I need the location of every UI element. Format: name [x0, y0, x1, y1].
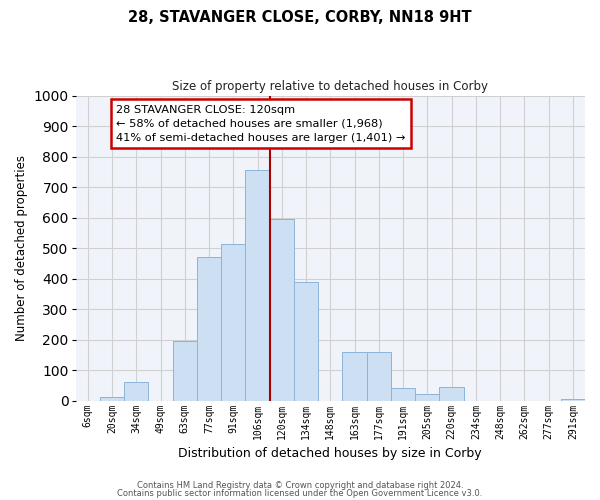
Bar: [439, 387, 464, 400]
Bar: [173, 340, 197, 400]
Bar: [391, 388, 415, 400]
X-axis label: Distribution of detached houses by size in Corby: Distribution of detached houses by size …: [178, 447, 482, 460]
Bar: [343, 352, 367, 401]
Title: Size of property relative to detached houses in Corby: Size of property relative to detached ho…: [172, 80, 488, 93]
Bar: [221, 244, 245, 400]
Text: 28 STAVANGER CLOSE: 120sqm
← 58% of detached houses are smaller (1,968)
41% of s: 28 STAVANGER CLOSE: 120sqm ← 58% of deta…: [116, 104, 406, 142]
Text: 28, STAVANGER CLOSE, CORBY, NN18 9HT: 28, STAVANGER CLOSE, CORBY, NN18 9HT: [128, 10, 472, 25]
Bar: [294, 282, 318, 401]
Bar: [415, 394, 439, 400]
Bar: [245, 170, 269, 400]
Bar: [197, 257, 221, 400]
Y-axis label: Number of detached properties: Number of detached properties: [15, 155, 28, 341]
Bar: [269, 219, 294, 400]
Bar: [124, 382, 148, 400]
Bar: [561, 399, 585, 400]
Bar: [100, 396, 124, 400]
Text: Contains HM Land Registry data © Crown copyright and database right 2024.: Contains HM Land Registry data © Crown c…: [137, 480, 463, 490]
Bar: [367, 352, 391, 401]
Text: Contains public sector information licensed under the Open Government Licence v3: Contains public sector information licen…: [118, 489, 482, 498]
